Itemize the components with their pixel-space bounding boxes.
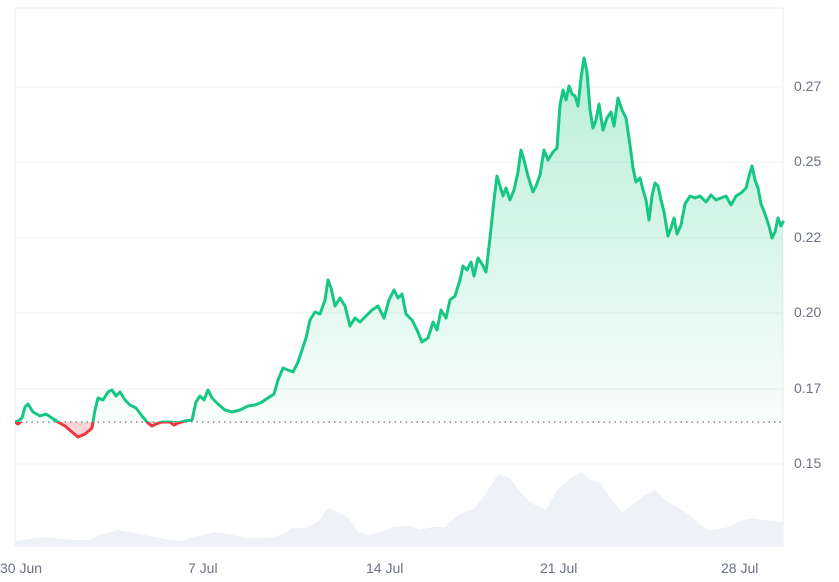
y-tick-label: 0.20 xyxy=(794,304,822,320)
x-tick-label: 30 Jun xyxy=(0,560,43,576)
price-line-up xyxy=(15,56,785,422)
x-tick-label: 28 Jul xyxy=(721,560,759,576)
x-tick-label: 21 Jul xyxy=(540,560,578,576)
y-tick-label: 0.22 xyxy=(794,229,822,245)
x-tick-label: 7 Jul xyxy=(188,560,218,576)
y-tick-label: 0.25 xyxy=(794,153,822,169)
price-area-up xyxy=(15,58,783,422)
y-tick-label: 0.17 xyxy=(794,380,822,396)
y-tick-label: 0.27 xyxy=(794,78,822,94)
price-line-down xyxy=(15,422,189,439)
volume-area xyxy=(15,472,783,546)
y-tick-label: 0.15 xyxy=(794,455,822,471)
x-tick-label: 14 Jul xyxy=(366,560,404,576)
